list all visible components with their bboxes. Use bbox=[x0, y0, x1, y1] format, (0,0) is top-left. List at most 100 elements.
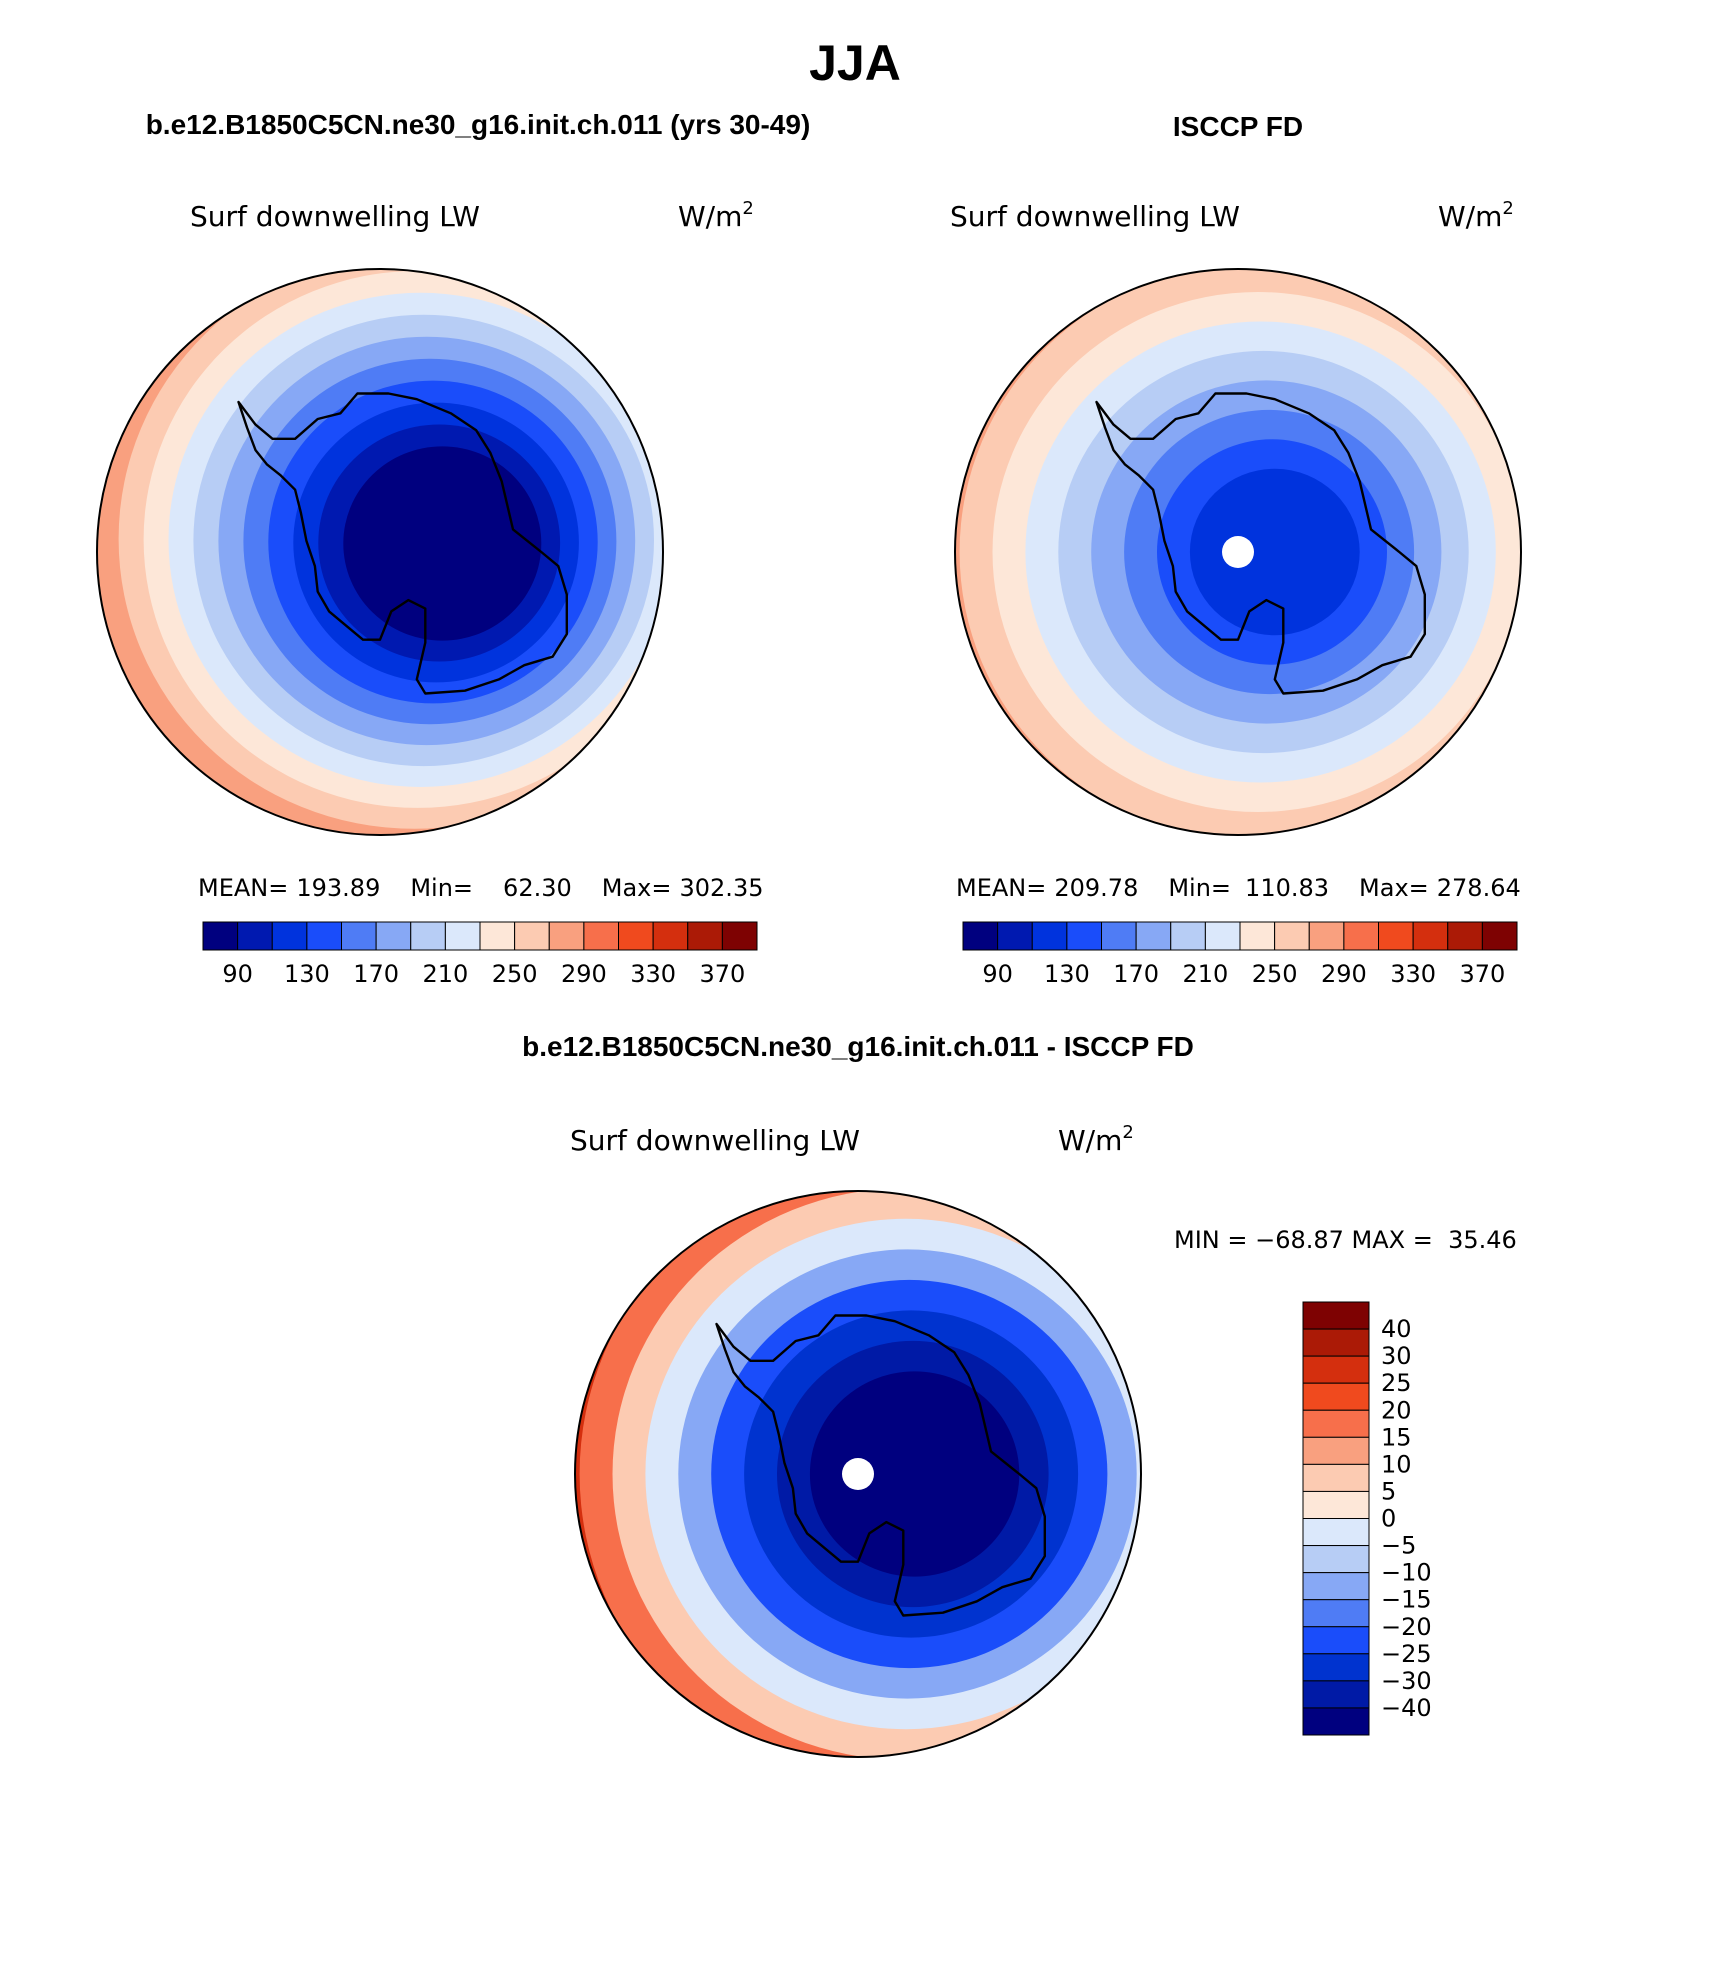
colorbar-box bbox=[1302, 1653, 1370, 1682]
difference-variable-label: Surf downwelling LW bbox=[570, 1124, 860, 1157]
colorbar-box bbox=[237, 921, 273, 951]
colorbar-tick-label: 25 bbox=[1381, 1369, 1412, 1397]
colorbar-box bbox=[1302, 1518, 1370, 1547]
colorbar-box bbox=[444, 921, 481, 951]
colorbar-box bbox=[271, 921, 308, 951]
model-stats-max-label: Max= bbox=[602, 874, 672, 902]
obs-stats: MEAN= 209.78 Min= 110.83 Max= 278.64 bbox=[956, 874, 1521, 902]
colorbar-tick-label: −5 bbox=[1381, 1532, 1416, 1560]
colorbar-box bbox=[1412, 921, 1449, 951]
colorbar-box bbox=[1066, 921, 1103, 951]
colorbar-box bbox=[1302, 1301, 1370, 1330]
colorbar-box bbox=[583, 921, 620, 951]
colorbar-box bbox=[1447, 921, 1483, 951]
colorbar-tick-label: −15 bbox=[1381, 1586, 1432, 1614]
colorbar-box bbox=[687, 921, 723, 951]
obs-zones bbox=[955, 269, 1521, 835]
colorbar-tick-label: 15 bbox=[1381, 1423, 1412, 1451]
colorbar-tick-label: 30 bbox=[1381, 1342, 1412, 1370]
model-variable-label: Surf downwelling LW bbox=[190, 200, 480, 233]
model-stats-min: 62.30 bbox=[503, 874, 572, 902]
difference-units-exponent: 2 bbox=[1122, 1122, 1133, 1143]
colorbar-box bbox=[1031, 921, 1068, 951]
colorbar-box bbox=[548, 921, 585, 951]
obs-panel: ISCCP FD Surf downwelling LW W/m2 MEAN= 2… bbox=[950, 111, 1522, 988]
obs-stats-max-label: Max= bbox=[1359, 874, 1429, 902]
contour-zone bbox=[343, 446, 542, 641]
model-map-boundary bbox=[96, 268, 664, 836]
colorbar-tick-label: 210 bbox=[422, 960, 468, 988]
colorbar-box bbox=[1343, 921, 1380, 951]
model-zones bbox=[97, 269, 663, 835]
colorbar-box bbox=[1302, 1382, 1370, 1411]
colorbar-box bbox=[1239, 921, 1276, 951]
colorbar-box bbox=[1302, 1599, 1370, 1628]
difference-pole-missing-marker bbox=[842, 1458, 874, 1490]
colorbar-tick-label: 130 bbox=[284, 960, 330, 988]
colorbar-box bbox=[1302, 1572, 1370, 1601]
colorbar-tick-label: 250 bbox=[492, 960, 538, 988]
model-stats-max: 302.35 bbox=[680, 874, 764, 902]
obs-panel-title: ISCCP FD bbox=[1173, 111, 1303, 142]
colorbar-tick-label: 330 bbox=[1390, 960, 1436, 988]
model-antarctica-coastline bbox=[237, 392, 568, 695]
colorbar-box bbox=[514, 921, 550, 951]
model-panel-title: b.e12.B1850C5CN.ne30_g16.init.ch.011 (yr… bbox=[146, 109, 811, 140]
obs-stats-mean: 209.78 bbox=[1054, 874, 1138, 902]
colorbar-box bbox=[1274, 921, 1310, 951]
colorbar-box bbox=[375, 921, 412, 951]
colorbar-box bbox=[479, 921, 516, 951]
colorbar-box bbox=[652, 921, 689, 951]
obs-units-label: W/m2 bbox=[1438, 198, 1514, 233]
colorbar-tick-label: −30 bbox=[1381, 1667, 1432, 1695]
colorbar-tick-label: 40 bbox=[1381, 1315, 1412, 1343]
colorbar-box bbox=[202, 921, 239, 951]
obs-stats-min-label: Min= bbox=[1168, 874, 1231, 902]
obs-pole-missing-marker bbox=[1222, 536, 1254, 568]
colorbar-box bbox=[1204, 921, 1241, 951]
colorbar-tick-label: 370 bbox=[1459, 960, 1505, 988]
colorbar-tick-label: −10 bbox=[1381, 1559, 1432, 1587]
model-units-exponent: 2 bbox=[742, 198, 753, 219]
obs-variable-label: Surf downwelling LW bbox=[950, 200, 1240, 233]
colorbar-box bbox=[1135, 921, 1172, 951]
difference-map-boundary bbox=[574, 1190, 1142, 1758]
colorbar-box bbox=[1302, 1707, 1370, 1736]
contour-zone bbox=[1189, 468, 1360, 636]
obs-map bbox=[955, 269, 1521, 835]
colorbar-tick-label: 20 bbox=[1381, 1396, 1412, 1424]
colorbar-tick-label: 210 bbox=[1182, 960, 1228, 988]
colorbar-tick-label: 10 bbox=[1381, 1450, 1412, 1478]
colorbar-box bbox=[1302, 1355, 1370, 1384]
contour-zone bbox=[809, 1371, 1020, 1577]
colorbar-tick-label: 170 bbox=[1113, 960, 1159, 988]
colorbar-tick-label: 90 bbox=[982, 960, 1013, 988]
obs-stats-mean-label: MEAN= bbox=[956, 874, 1046, 902]
colorbar-box bbox=[341, 921, 377, 951]
model-stats-mean: 193.89 bbox=[296, 874, 380, 902]
colorbar-box bbox=[962, 921, 999, 951]
colorbar-box bbox=[1302, 1680, 1370, 1709]
colorbar-box bbox=[306, 921, 343, 951]
colorbar-box bbox=[1101, 921, 1137, 951]
colorbar-box bbox=[1170, 921, 1206, 951]
difference-units-label: W/m2 bbox=[1058, 1122, 1134, 1157]
colorbar-box bbox=[1378, 921, 1414, 951]
obs-colorbar: 90 130 170 210 250 290 330 370 bbox=[962, 921, 1518, 988]
colorbar-box bbox=[1302, 1463, 1370, 1492]
colorbar-tick-label: −20 bbox=[1381, 1613, 1432, 1641]
obs-antarctica-coastline bbox=[1095, 392, 1426, 695]
colorbar-tick-label: 5 bbox=[1381, 1477, 1396, 1505]
colorbar-box bbox=[618, 921, 654, 951]
model-units-label: W/m2 bbox=[678, 198, 754, 233]
colorbar-box bbox=[1481, 921, 1518, 951]
colorbar-box bbox=[1308, 921, 1345, 951]
colorbar-box bbox=[410, 921, 446, 951]
model-stats: MEAN= 193.89 Min= 62.30 Max= 302.35 bbox=[198, 874, 763, 902]
colorbar-tick-label: 170 bbox=[353, 960, 399, 988]
colorbar-box bbox=[1302, 1436, 1370, 1465]
colorbar-tick-label: 330 bbox=[630, 960, 676, 988]
difference-panel-title: b.e12.B1850C5CN.ne30_g16.init.ch.011 - I… bbox=[522, 1031, 1194, 1062]
model-colorbar: 90 130 170 210 250 290 330 370 bbox=[202, 921, 758, 988]
